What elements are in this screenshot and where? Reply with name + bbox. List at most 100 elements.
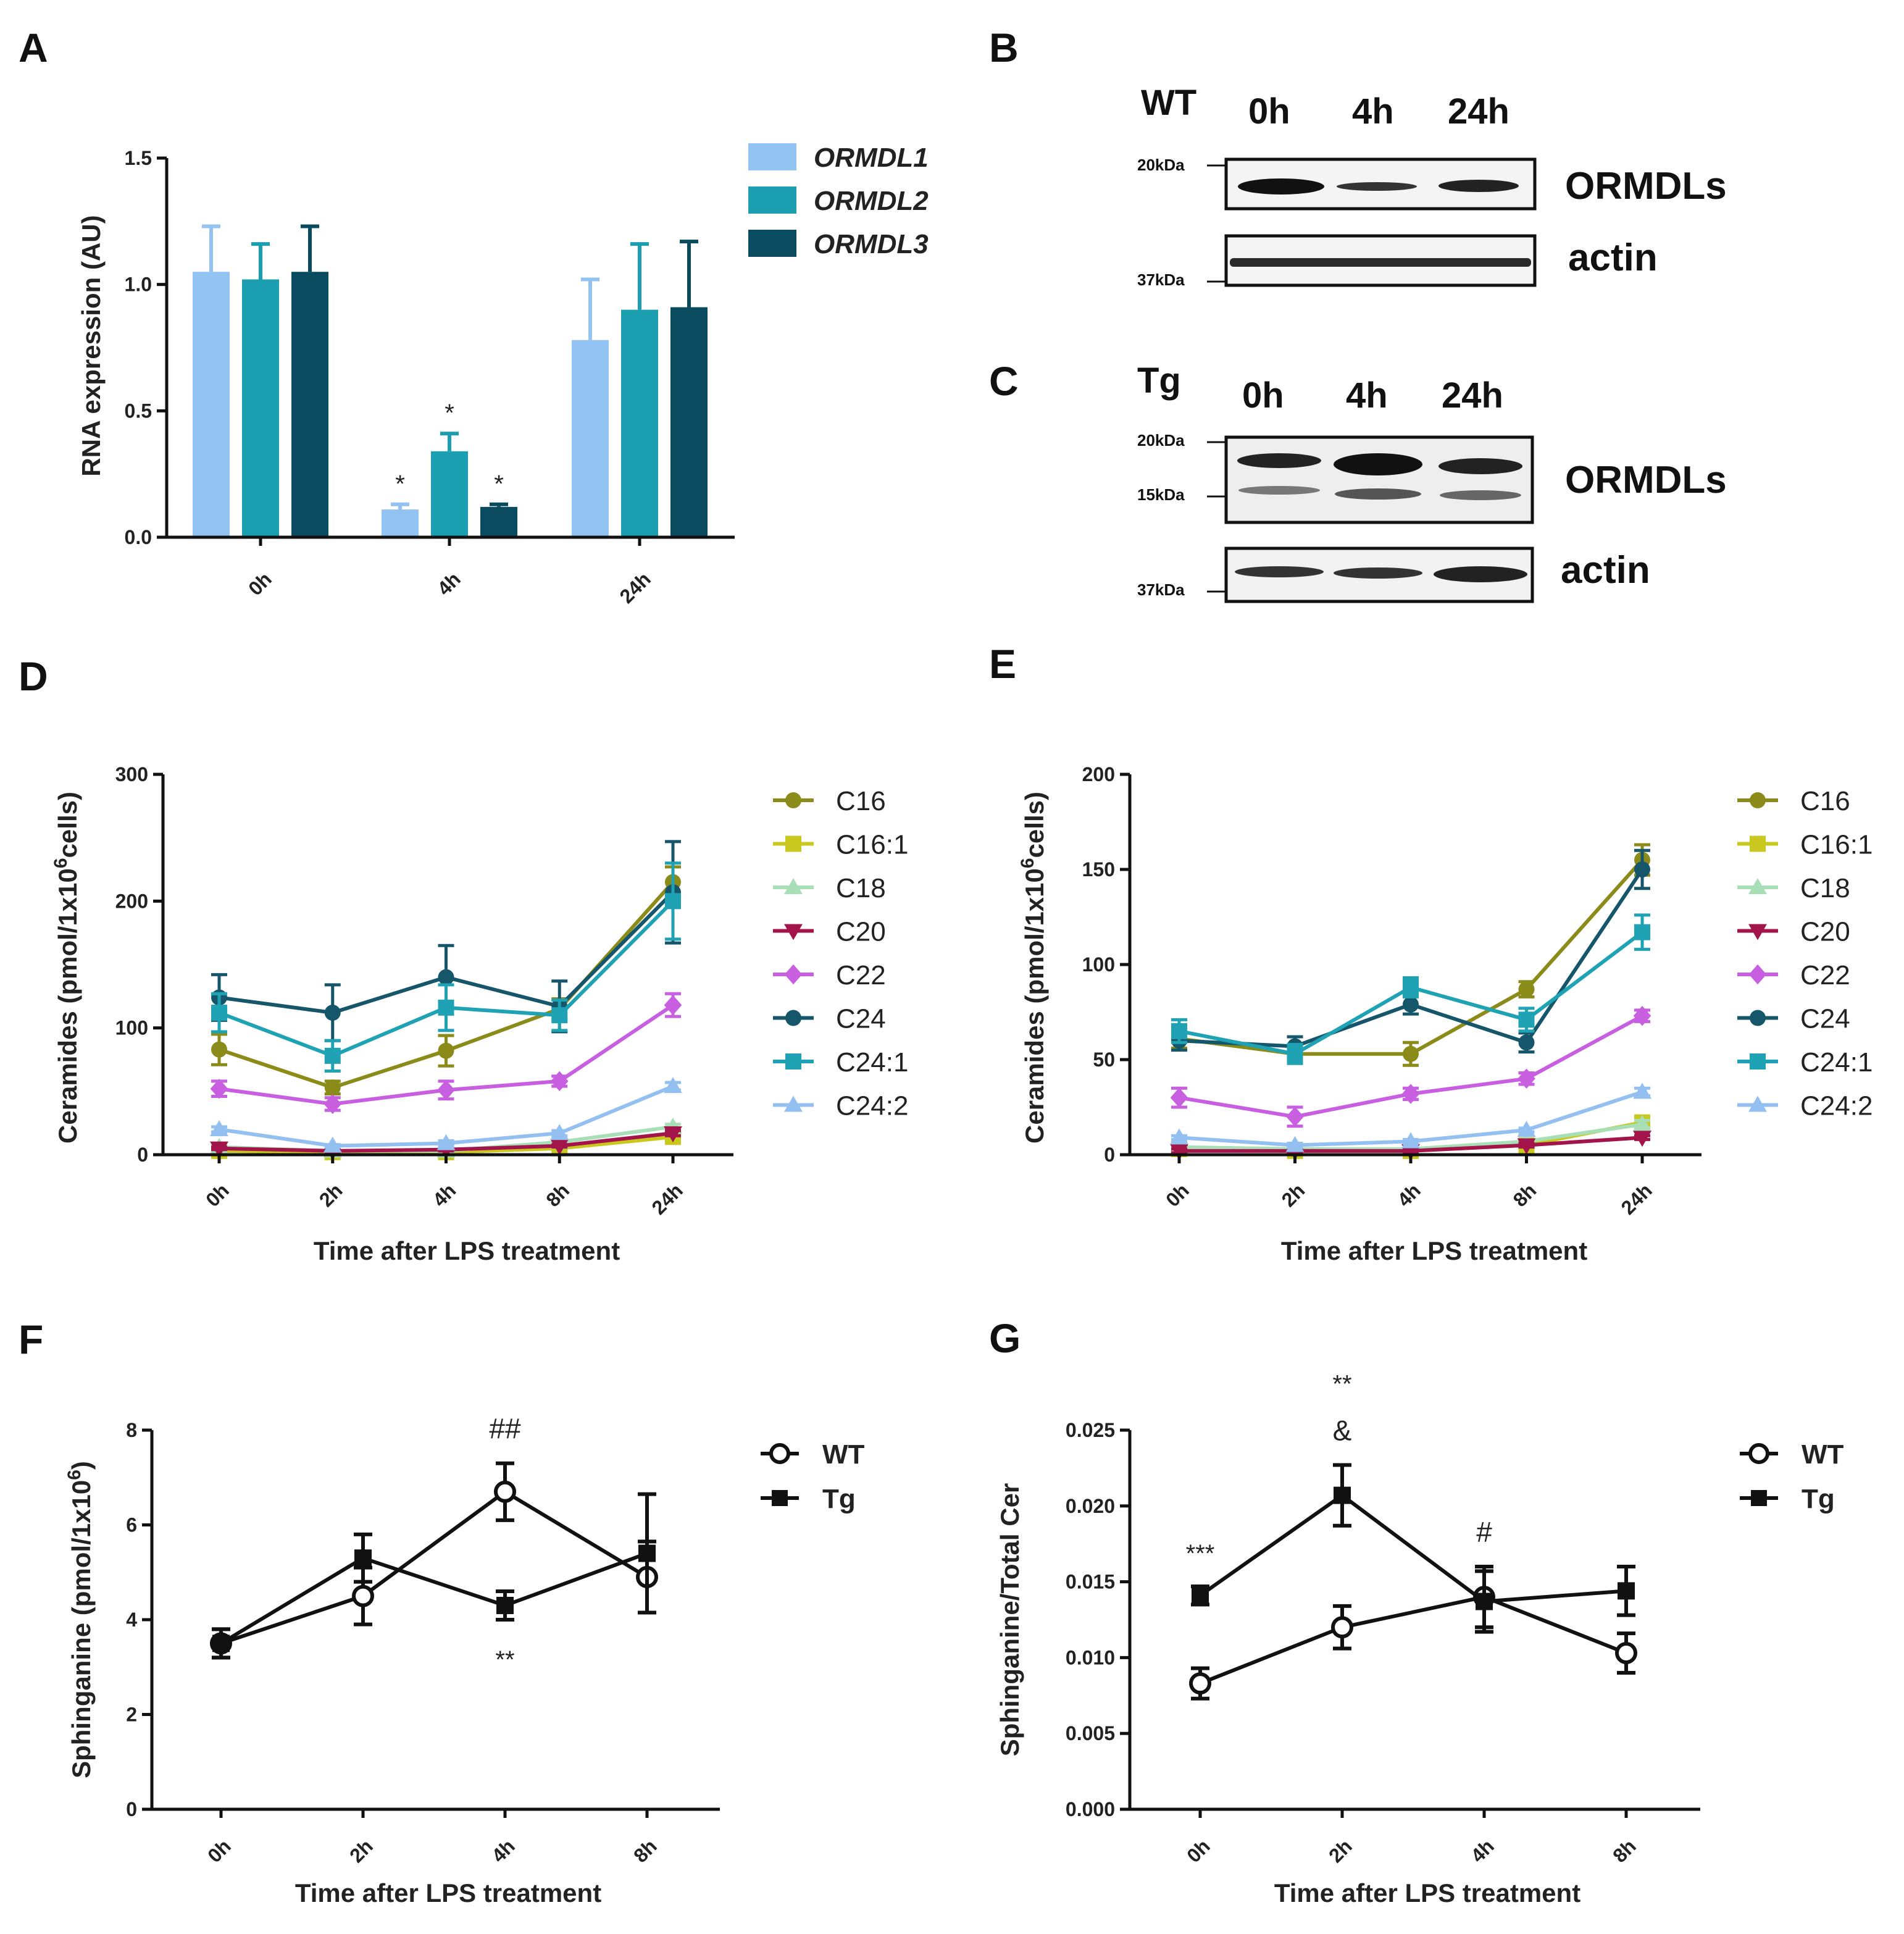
chart-d-point-c24-1-4h: [438, 999, 454, 1016]
chart-d-legend-marker-c18: [784, 878, 803, 895]
chart-g-x-tick-label: 4h: [1466, 1835, 1498, 1867]
chart-e-y-tick-label: 150: [1082, 858, 1115, 881]
chart-a-bar-ormdl1-24h: [572, 340, 609, 537]
chart-f-point-tg-8h: [638, 1544, 656, 1562]
chart-d-y-tick-label: 300: [115, 763, 148, 785]
blot-c-target-actin: actin: [1561, 549, 1650, 592]
chart-d-y-title-sup: 6: [51, 858, 71, 868]
chart-g-legend-label-wt: WT: [1802, 1439, 1844, 1470]
chart-e-legend-marker-c24-2: [1748, 1095, 1767, 1112]
chart-e-point-c18-24h: [1633, 1115, 1651, 1131]
chart-f-y-title-sup: 6: [64, 1470, 85, 1480]
chart-d-point-c24-2-24h: [664, 1077, 682, 1094]
chart-a-annotation-ormdl1: *: [395, 471, 405, 498]
chart-a-bar-ormdl2-24h: [621, 309, 658, 537]
chart-d-point-c24-1-2h: [324, 1047, 341, 1064]
blot-c-marker-37kda: 37kDa: [1137, 580, 1185, 599]
chart-a-bar-ormdl2-0h: [242, 279, 279, 537]
blot-c-band-0h-upper: [1237, 453, 1321, 468]
chart-f-y-tick-label: 8: [126, 1419, 137, 1441]
chart-e-line-c24: [1179, 868, 1644, 1049]
chart-g-point-tg-0h: [1192, 1586, 1209, 1604]
chart-a-bar-ormdl1-0h: [193, 272, 230, 537]
chart-e-point-c24-2-8h: [1517, 1121, 1536, 1137]
blot-c-actin-0h: [1235, 566, 1324, 577]
chart-d-legend-label-c24: C24: [836, 1004, 886, 1034]
chart-d-legend-marker-c24: [785, 1010, 801, 1026]
chart-e-point-c20-0h: [1170, 1144, 1188, 1160]
chart-d-legend-label-c24-1: C24:1: [836, 1047, 908, 1078]
chart-d-point-c20-8h: [550, 1139, 569, 1155]
chart-a-legend-swatch-ormdl1: [748, 143, 796, 170]
blot-b-lane-4h: 4h: [1352, 91, 1394, 132]
blot-b-target-actin: actin: [1568, 237, 1658, 279]
chart-d-point-c16-2h: [324, 1079, 341, 1096]
chart-a-bar-ormdl3-4h: [480, 506, 517, 537]
chart-g-x-tick-label: 8h: [1608, 1835, 1640, 1867]
chart-g-legend-marker-wt: [1748, 1443, 1769, 1464]
chart-a-y-tick-label: 1.5: [125, 147, 152, 169]
chart-f-line-tg: [220, 1551, 648, 1645]
chart-f-sphinganine: 0 2 4 6 8 0h 2h 4h 8h Time after LPS treatment Sph…: [64, 1413, 865, 1907]
chart-d-point-c22-0h: [210, 1078, 228, 1099]
blot-b-target-ormdls: ORMDLs: [1565, 165, 1727, 207]
blot-c-target-ormdls: ORMDLs: [1565, 459, 1727, 501]
chart-g-annotation-0: ***: [1186, 1540, 1215, 1567]
chart-d-point-c24-2-2h: [323, 1136, 342, 1153]
chart-e-x-tick-label: 2h: [1277, 1179, 1309, 1211]
blot-c: Tg 0h 4h 24h 20kDa 15kDa ORMDLs 37kDa ac…: [1137, 361, 1727, 603]
chart-e-x-tick-label: 4h: [1393, 1179, 1425, 1211]
chart-d-point-c24-1-24h: [665, 893, 681, 910]
blot-c-lane-24h: 24h: [1442, 375, 1503, 416]
chart-e-legend-label-c22: C22: [1800, 960, 1850, 990]
chart-a-y-tick-label: 0.5: [125, 400, 152, 422]
chart-a-x-tick-label: 24h: [616, 567, 655, 607]
blot-c-genotype: Tg: [1137, 361, 1181, 401]
blot-c-ormdls-membrane: [1224, 435, 1534, 524]
chart-e-y-tick-label: 100: [1082, 953, 1115, 976]
chart-g-y-tick-label: 0.020: [1066, 1495, 1115, 1517]
chart-d-legend-marker-c16: [785, 792, 801, 808]
chart-e-legend-marker-c24-1: [1750, 1053, 1766, 1070]
chart-a-bar-ormdl2-4h: [431, 451, 468, 537]
blot-b-actin-band: [1230, 258, 1531, 267]
chart-g-annotation-2: &: [1333, 1414, 1352, 1446]
chart-d-point-c24-2-0h: [210, 1120, 228, 1136]
chart-a-legend-swatch-ormdl3: [748, 230, 796, 257]
chart-e-point-c16-8h: [1518, 981, 1535, 998]
chart-e-point-c24-2-4h: [1401, 1132, 1420, 1149]
chart-a-x-tick-label: 0h: [244, 567, 276, 600]
blot-b-band-24h: [1438, 180, 1519, 192]
chart-e-legend-label-c18: C18: [1800, 873, 1850, 903]
chart-g-y-tick-label: 0.025: [1066, 1419, 1115, 1441]
chart-e-legend-marker-c22: [1748, 964, 1767, 985]
chart-e-legend-marker-c16: [1750, 792, 1766, 808]
chart-e-point-c22-8h: [1518, 1068, 1535, 1089]
chart-d-x-tick-label: 2h: [315, 1179, 347, 1211]
chart-f-legend-label-tg: Tg: [822, 1484, 856, 1514]
chart-e-point-c24-1-4h: [1403, 979, 1419, 995]
chart-d-legend-marker-c24-1: [785, 1053, 801, 1070]
chart-d-x-tick-label: 24h: [648, 1179, 687, 1218]
chart-e-point-c24-1-0h: [1171, 1023, 1187, 1039]
chart-g-x-tick-label: 0h: [1182, 1835, 1214, 1867]
chart-e-legend-label-c16: C16: [1800, 786, 1850, 816]
chart-e-y-title-main: Ceramides (pmol/1x10: [1020, 868, 1049, 1144]
chart-e-y-tick-label: 200: [1082, 763, 1115, 785]
chart-e-point-c24-1-8h: [1518, 1011, 1535, 1028]
chart-g-annotation-3: #: [1476, 1516, 1492, 1548]
chart-a-bar-ormdl3-24h: [670, 307, 708, 537]
chart-d-point-c20-24h: [664, 1126, 682, 1143]
chart-d-point-c24-2-8h: [550, 1124, 569, 1141]
chart-a-x-tick-label: 4h: [433, 567, 465, 600]
chart-f-y-tick-label: 6: [126, 1514, 137, 1536]
chart-g-point-tg-4h: [1476, 1593, 1493, 1610]
chart-d-legend-marker-c16-1: [785, 835, 801, 852]
chart-a-legend-swatch-ormdl2: [748, 186, 796, 214]
chart-f-annotation-0: ##: [489, 1413, 521, 1445]
chart-e-x-tick-label: 24h: [1617, 1179, 1656, 1218]
chart-d-point-c24-2-4h: [436, 1134, 456, 1150]
blot-c-marker-20kda: 20kDa: [1137, 431, 1185, 450]
blot-c-actin-24h: [1434, 566, 1527, 582]
